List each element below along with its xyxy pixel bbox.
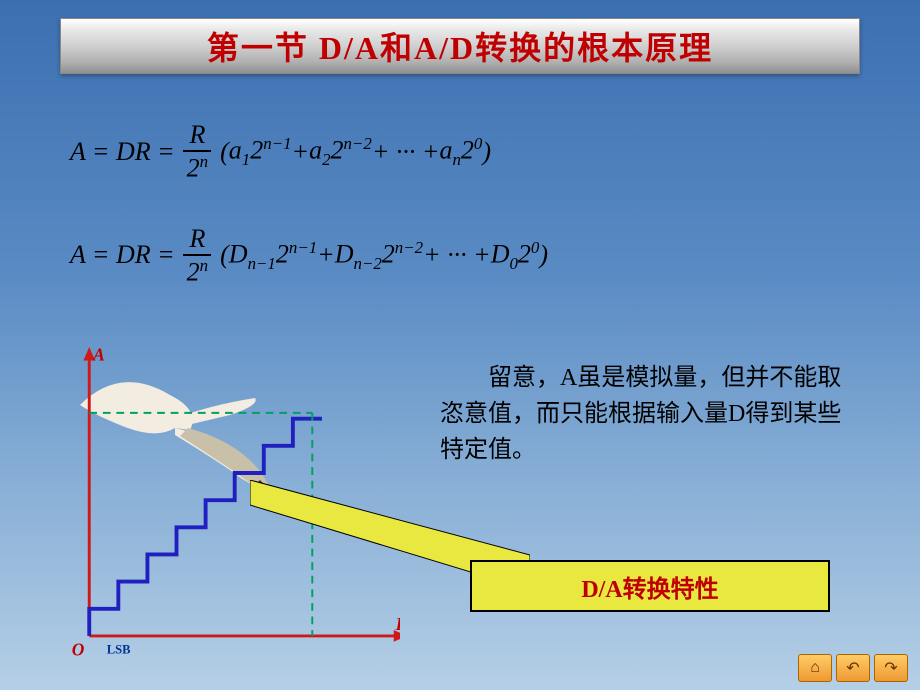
f2-frac-num: R	[183, 224, 211, 256]
f1-lhs: A = DR =	[70, 137, 175, 167]
forward-button[interactable]: ↷	[874, 654, 908, 682]
formula-2: A = DR = R 2n ( Dn−12n−1 + Dn−22n−2 + ··…	[70, 224, 850, 288]
nav-buttons: ⌂ ↶ ↷	[798, 654, 908, 682]
f2-lhs: A = DR =	[70, 240, 175, 270]
f2-termn: D020	[491, 238, 540, 274]
svg-text:LSB: LSB	[107, 642, 131, 656]
f1-fraction: R 2n	[181, 120, 214, 184]
f2-term1: Dn−12n−1	[229, 238, 317, 274]
svg-text:D: D	[395, 614, 400, 634]
svg-text:A: A	[92, 345, 105, 365]
home-button[interactable]: ⌂	[798, 654, 832, 682]
callout-label: D/A转换特性	[581, 569, 718, 604]
body-paragraph: 留意，A虽是模拟量，但并不能取恣意值，而只能根据输入量D得到某些特定值。	[440, 360, 860, 468]
f2-term2: Dn−22n−2	[335, 238, 423, 274]
formula-area: A = DR = R 2n ( a12n−1 + a22n−2 + ··· + …	[70, 120, 850, 327]
f1-frac-num: R	[183, 120, 211, 152]
title-bar: 第一节 D/A和A/D转换的根本原理	[60, 18, 860, 74]
f1-term2: a22n−2	[309, 134, 372, 170]
svg-text:O: O	[72, 639, 85, 659]
formula-1: A = DR = R 2n ( a12n−1 + a22n−2 + ··· + …	[70, 120, 850, 184]
f1-termn: an20	[439, 134, 482, 170]
callout-box: D/A转换特性	[470, 560, 830, 612]
f2-frac-den: 2n	[181, 256, 214, 288]
f1-frac-den: 2n	[181, 152, 214, 184]
f1-term1: a12n−1	[229, 134, 292, 170]
page-title: 第一节 D/A和A/D转换的根本原理	[207, 23, 713, 69]
f2-fraction: R 2n	[181, 224, 214, 288]
back-button[interactable]: ↶	[836, 654, 870, 682]
